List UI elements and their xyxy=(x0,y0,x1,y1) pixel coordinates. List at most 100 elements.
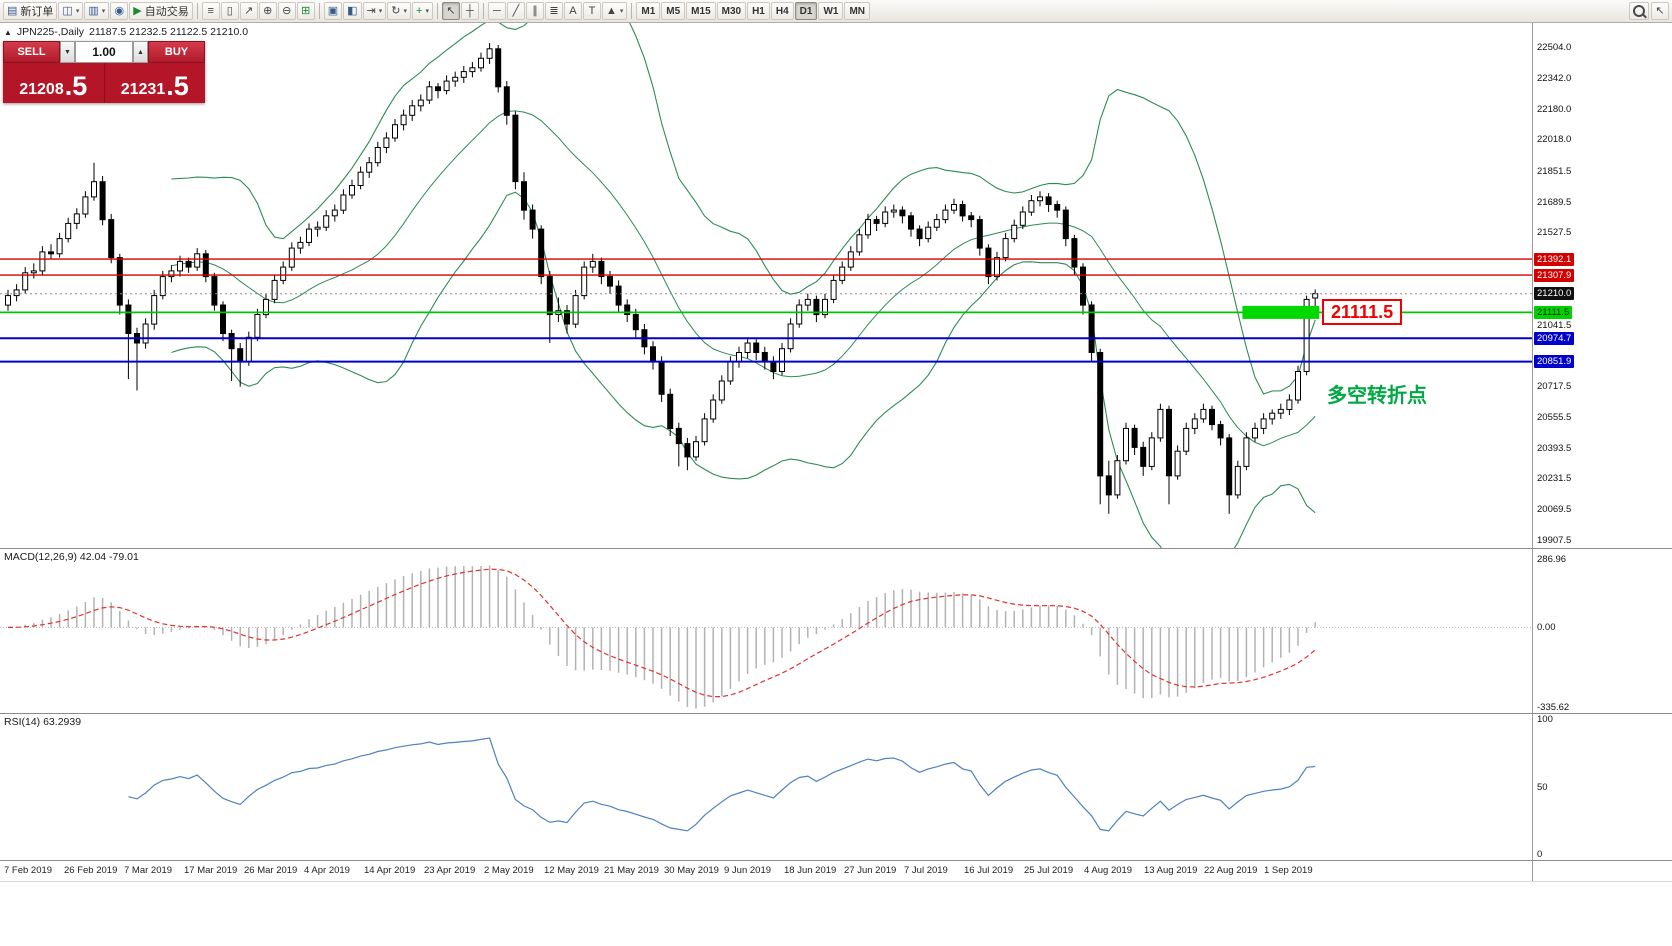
auto-scroll-button[interactable]: ↻ ▾ xyxy=(387,2,411,20)
crosshair-button[interactable]: ┼ xyxy=(460,2,479,20)
arrows-tool-caret-icon: ▾ xyxy=(619,8,624,15)
tile-windows-button[interactable]: ⊞ xyxy=(296,2,315,20)
main-chart-canvas[interactable] xyxy=(0,23,1532,548)
rsi-canvas[interactable] xyxy=(0,714,1532,860)
sell-price-display[interactable]: 21208 .5 xyxy=(3,63,104,103)
price-tag-green: 21111.5 xyxy=(1534,305,1573,319)
profiles-icon: ▥ xyxy=(88,4,99,17)
toolbar-separator xyxy=(436,3,438,19)
macd-tick-label: 286.96 xyxy=(1537,554,1567,566)
macd-canvas[interactable] xyxy=(0,549,1532,713)
price-axis[interactable]: 22504.0 22342.0 22180.0 22018.0 21851.5 21689… xyxy=(1532,23,1672,548)
text-tool-button[interactable]: A xyxy=(563,2,582,20)
zoom-out-button[interactable]: ⊖ xyxy=(277,2,296,20)
sell-button[interactable]: SELL xyxy=(3,41,60,63)
timeframe-w1-button[interactable]: W1 xyxy=(818,2,844,20)
timeframe-h1-button[interactable]: H1 xyxy=(747,2,770,20)
date-label: 25 Jul 2019 xyxy=(1024,865,1074,876)
horizontal-line-tool-button[interactable]: ─ xyxy=(487,2,506,20)
timeframe-m5-button[interactable]: M5 xyxy=(661,2,686,20)
date-label: 2 May 2019 xyxy=(484,865,534,876)
symbol-search-button[interactable] xyxy=(1629,2,1649,20)
timeframe-mn-button[interactable]: MN xyxy=(844,2,871,20)
timeframe-m15-button[interactable]: M15 xyxy=(686,2,716,20)
arrows-tool-button[interactable]: ▲ ▾ xyxy=(601,2,628,20)
new-order-label: 新订单 xyxy=(20,6,54,18)
price-tag-red: 21307.9 xyxy=(1534,268,1575,282)
rsi-tick-label: 0 xyxy=(1537,849,1543,860)
cursor-icon: ↖ xyxy=(446,4,456,17)
zoom-in-icon: ⊕ xyxy=(263,4,273,17)
toolbar-right-group: ↖ xyxy=(1629,2,1669,20)
toolbar-separator xyxy=(196,3,198,19)
buy-button[interactable]: BUY xyxy=(148,41,205,63)
new-order-button[interactable]: ▤ 新订单 xyxy=(3,2,58,20)
auto-trading-button[interactable]: ▶ 自动交易 xyxy=(129,2,193,20)
text-tool-icon: A xyxy=(569,4,577,17)
price-tick-label: 22504.0 xyxy=(1537,42,1572,54)
date-axis[interactable]: 7 Feb 2019 26 Feb 2019 7 Mar 2019 17 Mar 20… xyxy=(0,861,1672,882)
volume-decrease-button[interactable]: ▼ xyxy=(60,41,75,63)
cascade-windows-icon: ◧ xyxy=(347,4,358,17)
turning-point-note[interactable]: 多空转折点 xyxy=(1327,385,1427,408)
date-label: 27 Jun 2019 xyxy=(844,865,897,876)
timeframe-d1-button[interactable]: D1 xyxy=(794,2,818,20)
price-tag-blue: 20974.7 xyxy=(1534,331,1575,345)
price-tick-label: 21689.5 xyxy=(1537,196,1572,208)
date-label: 26 Mar 2019 xyxy=(244,865,298,876)
zoom-out-icon: ⊖ xyxy=(282,4,292,17)
channel-tool-icon: ∥ xyxy=(532,4,538,17)
date-label: 23 Apr 2019 xyxy=(424,865,476,876)
date-label: 7 Feb 2019 xyxy=(4,865,53,876)
chart-shift-button[interactable]: ⇥ ▾ xyxy=(362,2,387,20)
cascade-windows-button[interactable]: ◧ xyxy=(343,2,362,20)
zoom-in-button[interactable]: ⊕ xyxy=(258,2,277,20)
trendline-tool-button[interactable]: ╱ xyxy=(506,2,525,20)
timeframe-m30-button[interactable]: M30 xyxy=(716,2,747,20)
date-label: 13 Aug 2019 xyxy=(1144,865,1198,876)
new-chart-caret-icon: ▾ xyxy=(75,8,80,15)
timeframe-h4-button[interactable]: H4 xyxy=(770,2,794,20)
horizontal-line-tool-icon: ─ xyxy=(493,4,501,17)
auto-scroll-caret-icon: ▾ xyxy=(403,8,407,15)
candlestick-mode-button[interactable]: ▯ xyxy=(220,2,239,20)
volume-field[interactable]: 1.00 xyxy=(75,41,133,63)
arrange-windows-button[interactable]: ▣ xyxy=(323,2,343,20)
price-level-annotation[interactable]: 21111.5 xyxy=(1322,299,1403,326)
timeframe-m1-button[interactable]: M1 xyxy=(636,2,661,20)
bar-chart-mode-button[interactable]: ≡ xyxy=(201,2,220,20)
volume-increase-button[interactable]: ▲ xyxy=(133,41,148,63)
macd-axis[interactable]: 286.96 0.00 -335.62 xyxy=(1532,549,1672,713)
new-order-icon: ▤ xyxy=(7,4,18,17)
quick-pointer-button[interactable]: ↖ xyxy=(1651,2,1669,20)
main-toolbar: ▤ 新订单 ◫ ▾ ▥ ▾ ◉ ▶ 自动交易 ≡ ▯ ↗ ⊕ ⊖ ⊞ ▣ ◧ ⇥ ▾ ↻ ▾ + ▾ ↖ ┼ ─ ╱ ∥ ≣ A T ▲ ▾ M1… xyxy=(0,0,1672,23)
date-label: 4 Aug 2019 xyxy=(1084,865,1133,876)
channel-tool-button[interactable]: ∥ xyxy=(525,2,544,20)
indicators-button[interactable]: + ▾ xyxy=(412,2,433,20)
price-tick-label: 19907.5 xyxy=(1537,534,1572,546)
chart-shift-icon: ⇥ xyxy=(366,4,376,17)
macd-tick-label: 0.00 xyxy=(1537,622,1556,634)
scripts-button[interactable]: ◉ xyxy=(110,2,129,20)
label-tool-button[interactable]: T xyxy=(582,2,601,20)
date-label: 22 Aug 2019 xyxy=(1204,865,1258,876)
new-chart-icon: ◫ xyxy=(62,4,73,17)
buy-price-display[interactable]: 21231 .5 xyxy=(105,63,206,103)
fibonacci-tool-button[interactable]: ≣ xyxy=(544,2,563,20)
scripts-icon: ◉ xyxy=(114,4,125,17)
line-chart-mode-button[interactable]: ↗ xyxy=(239,2,258,20)
price-tick-label: 20717.5 xyxy=(1537,381,1572,393)
toolbar-separator xyxy=(631,3,633,19)
one-click-trading-toggle-icon[interactable]: ▲ xyxy=(4,27,12,37)
cursor-button[interactable]: ↖ xyxy=(441,2,460,20)
sell-price-frac: .5 xyxy=(64,71,88,101)
rsi-axis[interactable]: 100 50 0 xyxy=(1532,714,1672,860)
label-tool-icon: T xyxy=(588,4,596,17)
new-chart-button[interactable]: ◫ ▾ xyxy=(58,2,84,20)
price-tag-black: 21210.0 xyxy=(1534,287,1575,301)
macd-tick-label: -335.62 xyxy=(1537,702,1570,713)
one-click-trading-panel: SELL ▼ 1.00 ▲ BUY 21208 .5 21231 .5 xyxy=(3,41,205,103)
date-label: 30 May 2019 xyxy=(664,865,719,876)
profiles-button[interactable]: ▥ ▾ xyxy=(84,2,110,20)
date-label: 14 Apr 2019 xyxy=(364,865,416,876)
